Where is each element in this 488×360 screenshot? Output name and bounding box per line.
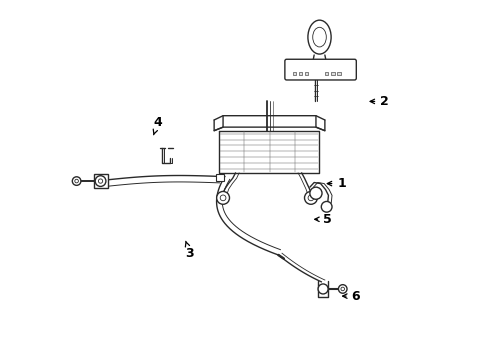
Circle shape: [95, 176, 106, 186]
Circle shape: [338, 285, 346, 293]
Circle shape: [75, 179, 78, 183]
Circle shape: [304, 192, 317, 204]
Circle shape: [216, 192, 229, 204]
Bar: [94, 174, 108, 188]
Bar: [298, 72, 302, 75]
Text: 5: 5: [314, 213, 331, 226]
FancyBboxPatch shape: [285, 59, 356, 80]
Circle shape: [340, 287, 344, 291]
Bar: [324, 72, 328, 75]
Circle shape: [317, 284, 327, 294]
Circle shape: [98, 179, 102, 183]
Circle shape: [307, 195, 313, 201]
Bar: [330, 72, 334, 75]
Text: 1: 1: [326, 177, 346, 190]
Text: 3: 3: [185, 241, 194, 260]
Circle shape: [309, 187, 322, 199]
Text: 4: 4: [153, 116, 162, 135]
Bar: [292, 72, 296, 75]
Ellipse shape: [307, 20, 330, 54]
Text: 6: 6: [342, 289, 360, 303]
Ellipse shape: [312, 27, 325, 47]
Circle shape: [220, 195, 225, 201]
Circle shape: [72, 177, 81, 185]
Text: 2: 2: [369, 95, 388, 108]
Bar: [216, 174, 224, 181]
Circle shape: [321, 202, 331, 212]
Bar: [304, 72, 308, 75]
Bar: [336, 72, 340, 75]
